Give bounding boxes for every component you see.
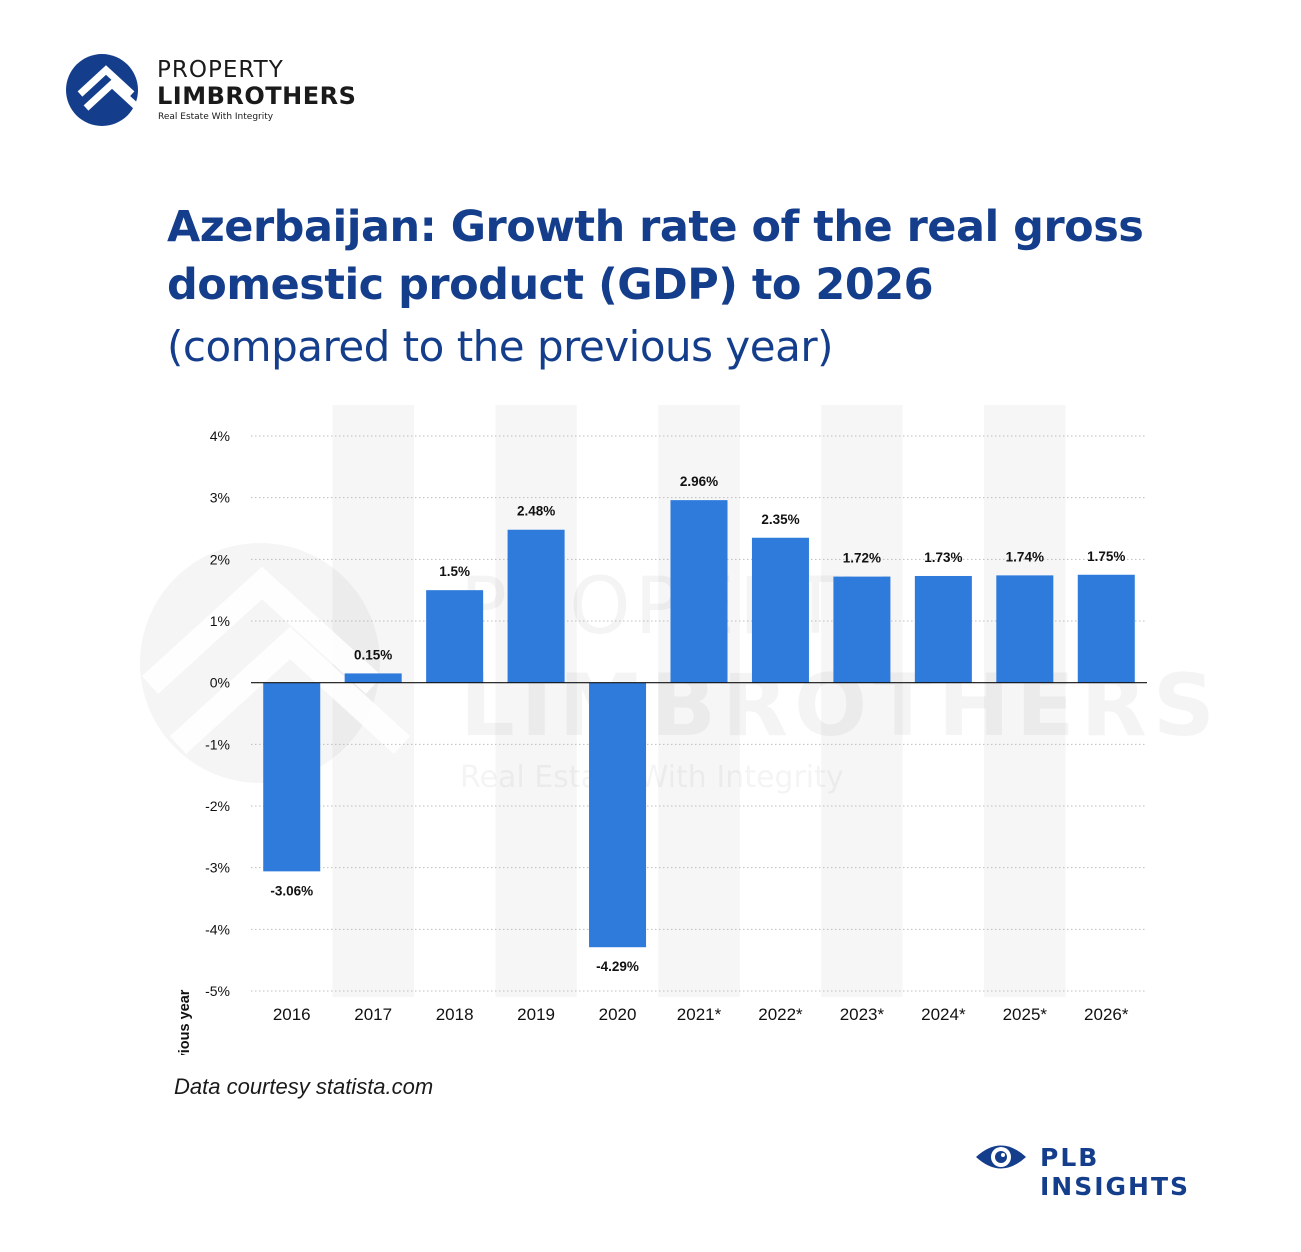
category-band — [984, 405, 1066, 997]
x-tick-label: 2026* — [1084, 1005, 1129, 1024]
y-tick-label: 0% — [210, 675, 230, 691]
bar — [833, 576, 891, 683]
x-tick-labels: 2016 2017 2018 2019 2020 2021* 2022* 2023* 2024*… — [273, 1005, 1129, 1024]
data-label: 2.35% — [761, 512, 799, 527]
data-label: 2.96% — [680, 474, 718, 489]
x-tick-label: 2018 — [436, 1005, 474, 1024]
bar — [996, 575, 1054, 683]
x-tick-label: 2024* — [921, 1005, 966, 1024]
y-tick-label: -1% — [205, 736, 230, 752]
data-label: 1.74% — [1006, 549, 1044, 564]
data-label: -3.06% — [270, 883, 313, 898]
category-band — [821, 405, 903, 997]
source-note: Data courtesy statista.com — [174, 1074, 434, 1099]
y-tick-label: 1% — [210, 613, 230, 629]
data-label: 0.15% — [354, 647, 392, 662]
y-tick-labels: 4% 3% 2% 1% 0% -1% -2% -3% -4% -5% — [205, 428, 230, 999]
brand-name: PLB INSIGHTS — [1040, 1143, 1191, 1201]
bar — [914, 575, 972, 683]
x-tick-label: 2019 — [517, 1005, 555, 1024]
logo-tagline: Real Estate With Integrity — [158, 112, 274, 122]
bar — [751, 537, 809, 683]
category-bands — [332, 405, 1066, 997]
data-label: 1.5% — [439, 564, 470, 579]
data-labels: -3.06% 0.15% 1.5% 2.48% -4.29% 2.96% 2.35% 1.72… — [270, 474, 1125, 974]
bar-chart: PROPERTY LIMBROTHERS Real Estate With In… — [140, 405, 1215, 1055]
y-tick-label: -5% — [205, 983, 230, 999]
y-tick-label: 3% — [210, 490, 230, 506]
x-tick-label: 2016 — [273, 1005, 311, 1024]
chart-title: Azerbaijan: Growth rate of the real gros… — [167, 202, 1144, 310]
house-roof-circle-icon — [66, 54, 138, 126]
x-tick-label: 2020 — [599, 1005, 637, 1024]
bar — [263, 682, 321, 872]
y-tick-label: 2% — [210, 551, 230, 567]
logo-wordmark-top: PROPERTY — [157, 57, 284, 83]
logo-wordmark-bottom: LIMBROTHERS — [157, 82, 357, 110]
bar — [589, 682, 647, 948]
data-label: 1.72% — [843, 551, 881, 566]
company-logo: PROPERTY LIMBROTHERS Real Estate With In… — [66, 54, 376, 130]
data-label: 1.75% — [1087, 549, 1125, 564]
y-tick-label: -3% — [205, 860, 230, 876]
y-tick-label: -2% — [205, 798, 230, 814]
gridlines — [251, 435, 1147, 992]
data-label: 1.73% — [924, 550, 962, 565]
category-band — [495, 405, 577, 997]
x-tick-label: 2021* — [677, 1005, 722, 1024]
bar — [670, 500, 728, 683]
bar — [426, 590, 484, 683]
data-label: -4.29% — [596, 959, 639, 974]
chart-subtitle: (compared to the previous year) — [167, 322, 833, 371]
bar — [507, 529, 565, 683]
data-label: 2.48% — [517, 504, 555, 519]
bar — [344, 673, 402, 683]
y-tick-label: 4% — [210, 428, 230, 444]
bar — [1077, 574, 1135, 683]
y-tick-label: -4% — [205, 921, 230, 937]
x-tick-label: 2022* — [758, 1005, 803, 1024]
y-axis-label: GDP growth compared to previous year — [177, 989, 193, 1055]
watermark-line3: Real Estate With Integrity — [460, 760, 844, 795]
x-tick-label: 2023* — [840, 1005, 885, 1024]
eye-icon — [976, 1145, 1026, 1169]
x-tick-label: 2017 — [354, 1005, 392, 1024]
plb-insights-brand: PLB INSIGHTS — [974, 1136, 1254, 1201]
bars — [263, 500, 1135, 948]
x-tick-label: 2025* — [1003, 1005, 1048, 1024]
